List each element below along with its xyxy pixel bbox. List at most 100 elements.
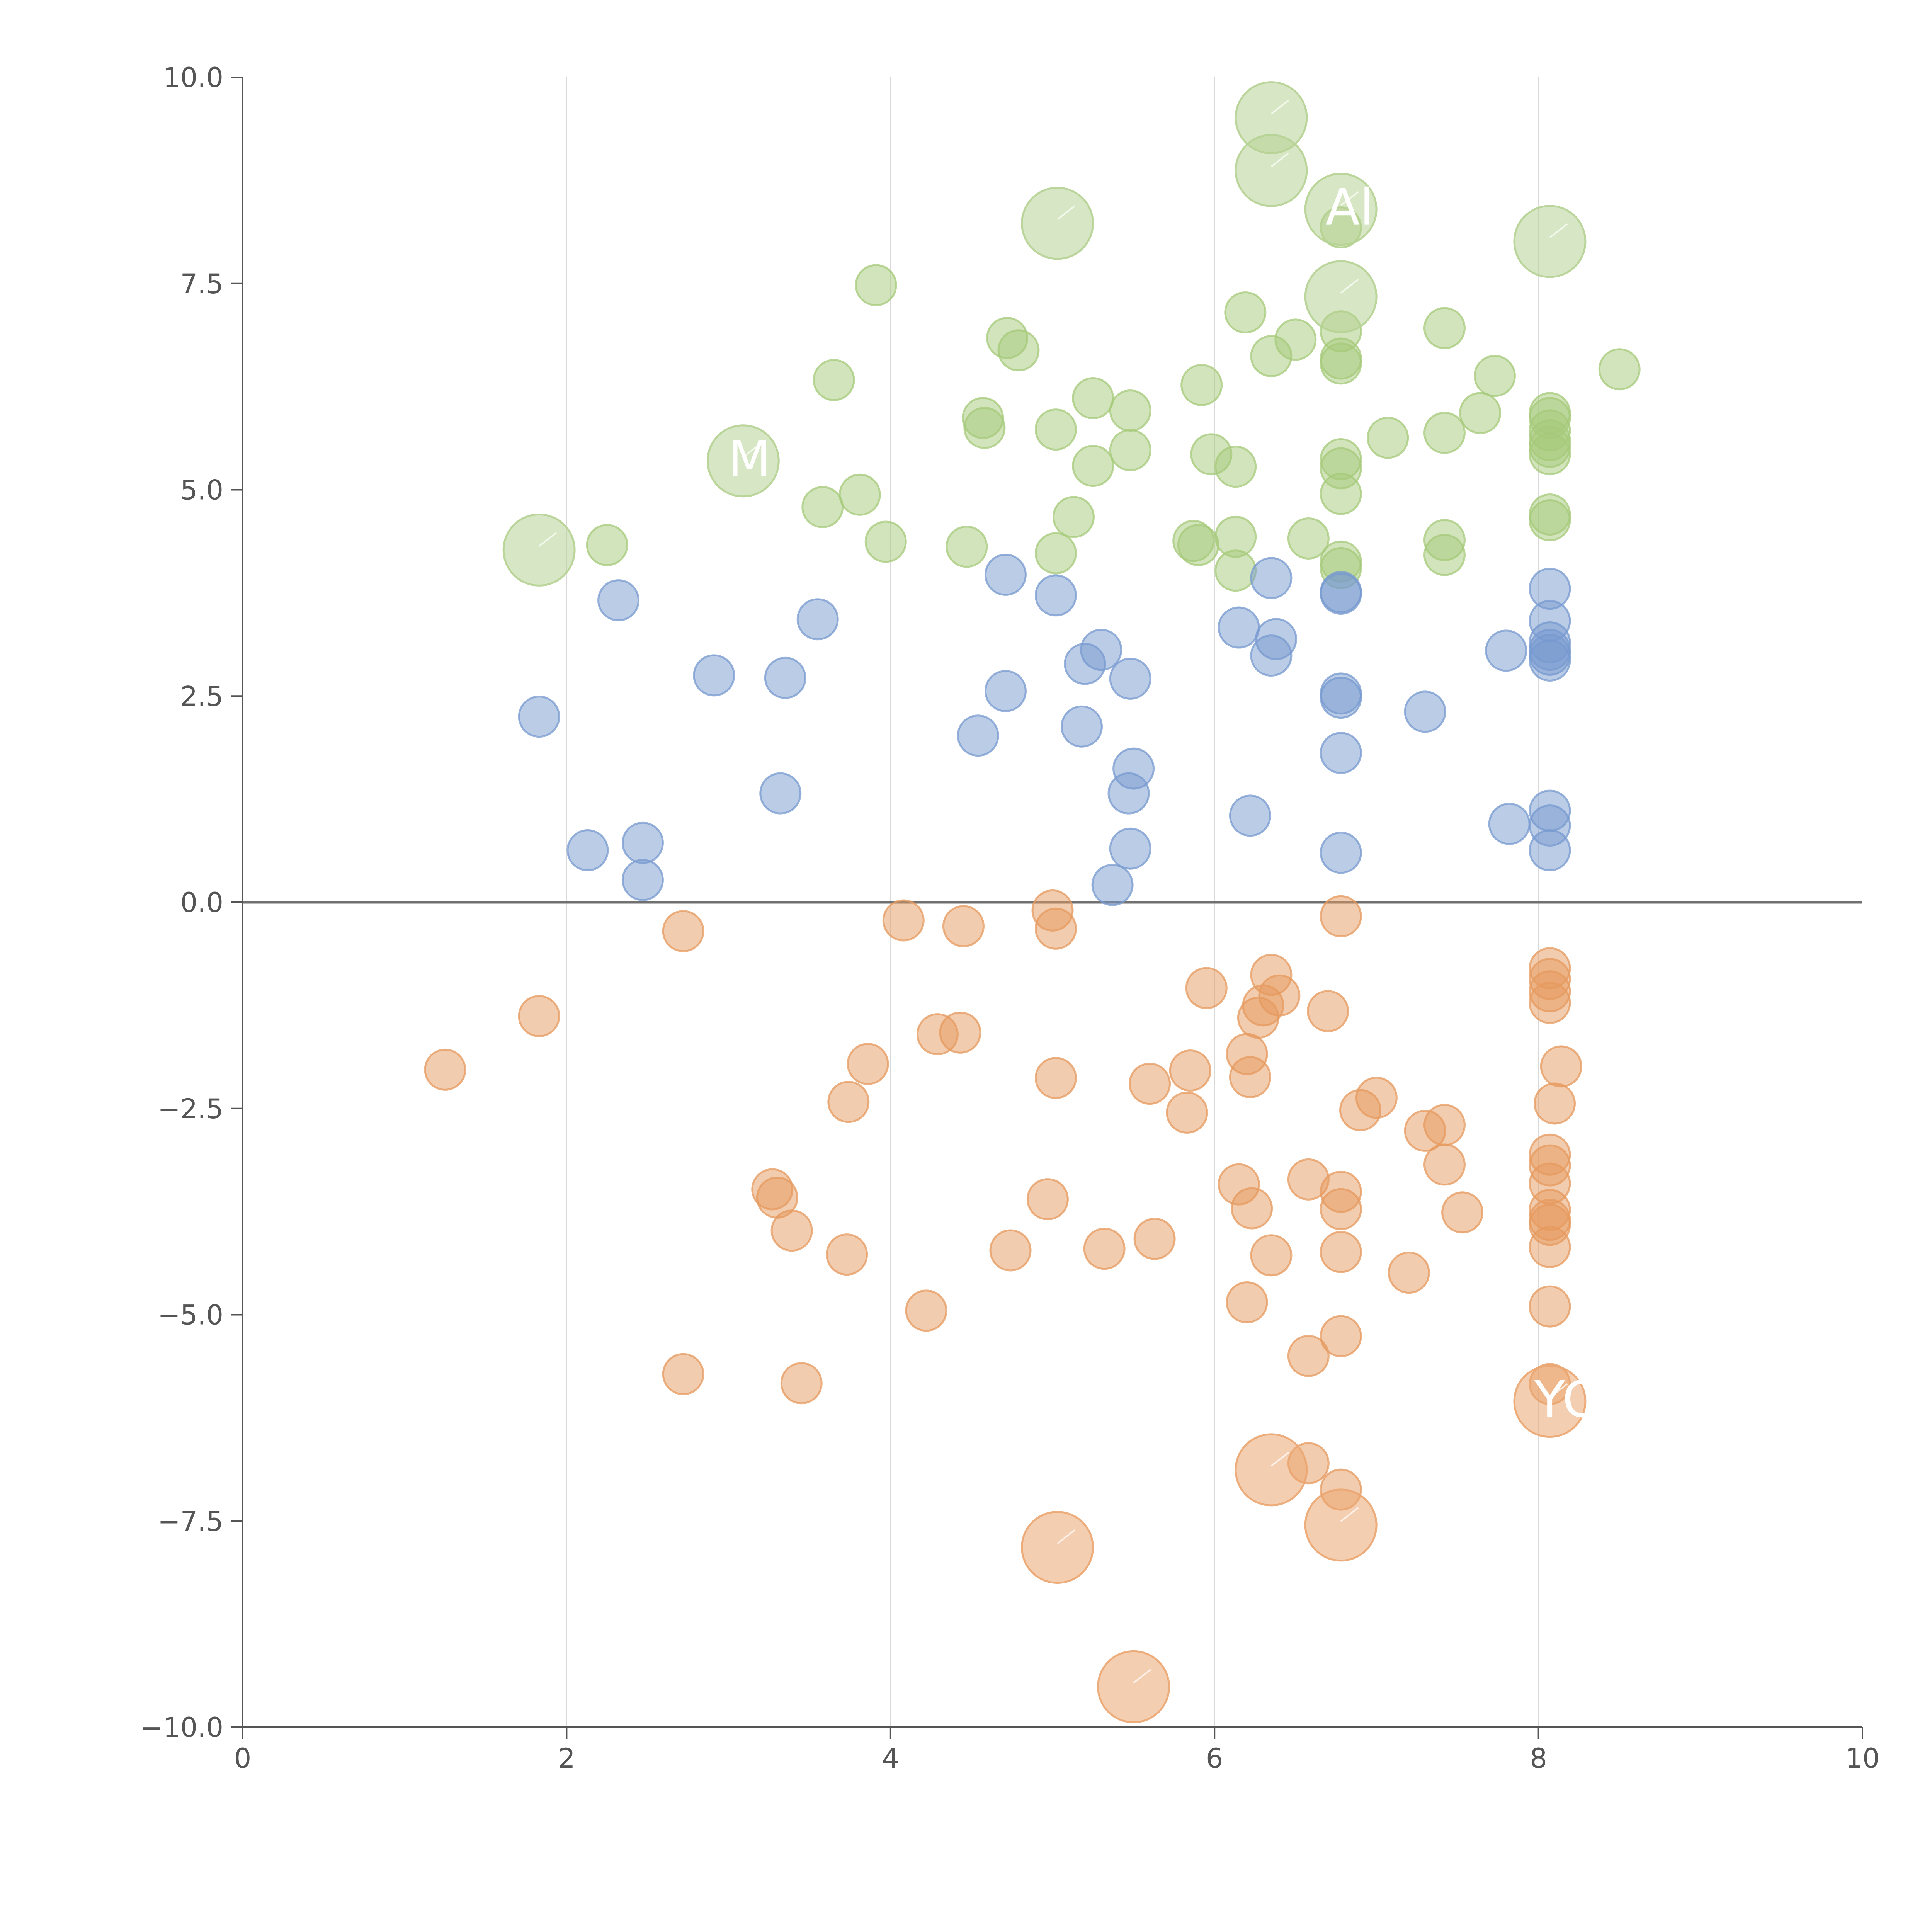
point-blue xyxy=(621,821,664,864)
point-green xyxy=(1177,524,1219,566)
point-orange xyxy=(1529,1285,1571,1328)
point-blue xyxy=(1320,832,1362,874)
point-orange xyxy=(1320,1188,1362,1230)
point-green xyxy=(1052,496,1095,538)
point-blue xyxy=(796,598,839,641)
point-blue xyxy=(984,670,1027,712)
point-blue xyxy=(1485,629,1527,672)
large-bubble xyxy=(1235,134,1308,207)
point-green xyxy=(946,526,988,568)
point-green xyxy=(838,473,881,516)
point-blue xyxy=(693,654,735,697)
point-blue xyxy=(1034,574,1077,617)
bubble-leader-line xyxy=(1133,1668,1151,1684)
point-green xyxy=(1473,355,1516,397)
point-orange xyxy=(1083,1228,1126,1270)
point-blue xyxy=(984,553,1027,596)
bubble-leader-line xyxy=(1340,1507,1359,1522)
point-orange xyxy=(1034,1057,1077,1099)
point-green xyxy=(1423,534,1466,576)
large-bubble xyxy=(1097,1650,1170,1723)
point-orange xyxy=(1529,981,1571,1024)
point-orange xyxy=(905,1289,947,1332)
point-blue xyxy=(621,859,664,901)
bubble-leader-line xyxy=(1549,223,1568,238)
point-orange xyxy=(1423,1104,1466,1146)
point-orange xyxy=(1388,1252,1430,1294)
point-green xyxy=(1072,377,1114,420)
point-green xyxy=(1598,348,1641,391)
point-orange xyxy=(1307,990,1349,1032)
point-green xyxy=(1109,389,1151,432)
large-bubble xyxy=(1304,260,1378,333)
point-blue xyxy=(957,714,999,757)
bubble-leader-line xyxy=(1057,1529,1075,1544)
point-green xyxy=(1423,412,1466,454)
axes: 0 2 4 6 8 10 −10.0 −7.5 −5.0 −2.5 0.0 2.5 5.0 7.5 10.0 xyxy=(140,62,1879,1774)
bubble-label: Al xyxy=(1325,178,1374,237)
x-tick-label: 10 xyxy=(1845,1743,1879,1774)
point-green xyxy=(855,264,897,306)
y-tick-label: 7.5 xyxy=(180,268,223,300)
point-orange xyxy=(882,899,925,942)
point-blue xyxy=(597,579,640,622)
point-orange xyxy=(1287,1335,1330,1377)
point-orange xyxy=(1034,907,1077,950)
point-orange xyxy=(1320,1315,1362,1357)
point-blue xyxy=(1529,829,1571,871)
point-orange xyxy=(1229,1056,1271,1099)
point-green xyxy=(1034,408,1077,451)
point-blue xyxy=(1080,629,1122,671)
point-blue xyxy=(566,829,609,871)
x-tick-label: 4 xyxy=(882,1743,900,1774)
point-blue xyxy=(1107,772,1150,815)
point-blue xyxy=(1320,732,1362,774)
large-bubble xyxy=(1021,1511,1094,1584)
point-blue xyxy=(1529,639,1571,682)
point-green xyxy=(586,524,628,566)
point-orange xyxy=(1320,1231,1362,1273)
point-orange xyxy=(662,910,704,952)
point-blue xyxy=(1250,557,1293,599)
large-bubbles xyxy=(502,81,1587,1723)
point-orange xyxy=(424,1048,466,1091)
x-tick-label: 8 xyxy=(1530,1743,1547,1774)
point-green xyxy=(1459,392,1502,434)
large-bubble xyxy=(1513,205,1587,278)
bubble-leader-line xyxy=(1340,279,1359,294)
y-tick-label: −7.5 xyxy=(158,1505,223,1537)
point-orange xyxy=(1355,1077,1398,1119)
point-blue xyxy=(759,772,802,815)
point-orange xyxy=(1423,1143,1466,1186)
point-blue xyxy=(1060,705,1103,748)
point-green xyxy=(1072,445,1114,487)
point-orange xyxy=(1320,895,1362,937)
point-blue xyxy=(1218,606,1260,649)
y-tick-label: 0.0 xyxy=(180,887,223,918)
point-green xyxy=(813,359,855,401)
point-blue xyxy=(518,696,560,738)
point-orange xyxy=(1185,967,1228,1009)
point-orange xyxy=(1169,1049,1211,1092)
point-green xyxy=(1034,532,1077,575)
point-green xyxy=(1214,549,1257,592)
point-green xyxy=(1320,473,1362,515)
point-blue xyxy=(1109,827,1151,870)
point-orange xyxy=(1133,1218,1176,1260)
bubble-label: M xyxy=(728,430,771,488)
point-orange xyxy=(1129,1063,1171,1105)
bubble-leader-line xyxy=(743,443,761,458)
x-tick-label: 6 xyxy=(1206,1743,1223,1774)
point-green xyxy=(1109,429,1151,471)
x-tick-label: 2 xyxy=(558,1743,575,1774)
point-orange xyxy=(942,905,985,947)
data-points xyxy=(424,206,1641,1511)
point-orange xyxy=(1534,1082,1576,1125)
point-green xyxy=(1320,342,1362,385)
point-green xyxy=(801,486,844,528)
y-tick-label: −10.0 xyxy=(140,1712,223,1743)
point-blue xyxy=(1320,677,1362,719)
point-orange xyxy=(939,1011,981,1054)
point-orange xyxy=(1166,1091,1208,1134)
